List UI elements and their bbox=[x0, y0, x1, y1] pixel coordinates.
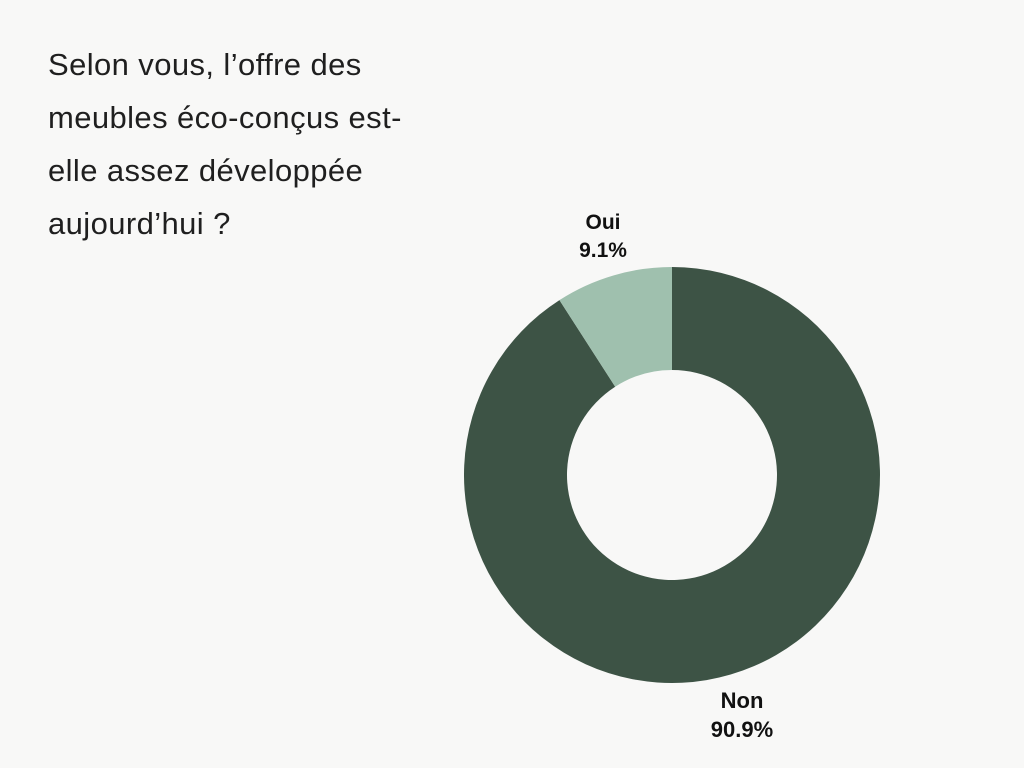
chart-title-line: meubles éco-conçus est- bbox=[48, 100, 402, 135]
chart-title: Selon vous, l’offre des meubles éco-conç… bbox=[48, 38, 402, 250]
chart-title-line: Selon vous, l’offre des bbox=[48, 47, 362, 82]
slice-label-oui: Oui 9.1% bbox=[579, 209, 627, 265]
slice-label-non-value: 90.9% bbox=[710, 717, 774, 742]
slice-label-oui-value: 9.1% bbox=[579, 239, 627, 262]
donut-chart-svg bbox=[464, 267, 880, 683]
slice-label-oui-name: Oui bbox=[585, 211, 621, 234]
chart-title-line: elle assez développée bbox=[48, 153, 364, 188]
slice-label-non-name: Non bbox=[720, 688, 764, 713]
pie-slice-oui bbox=[559, 267, 672, 387]
chart-title-line: aujourd’hui ? bbox=[48, 206, 231, 241]
slice-label-non: Non 90.9% bbox=[711, 686, 773, 744]
pie-slice-non bbox=[464, 267, 880, 683]
donut-chart bbox=[464, 267, 880, 683]
